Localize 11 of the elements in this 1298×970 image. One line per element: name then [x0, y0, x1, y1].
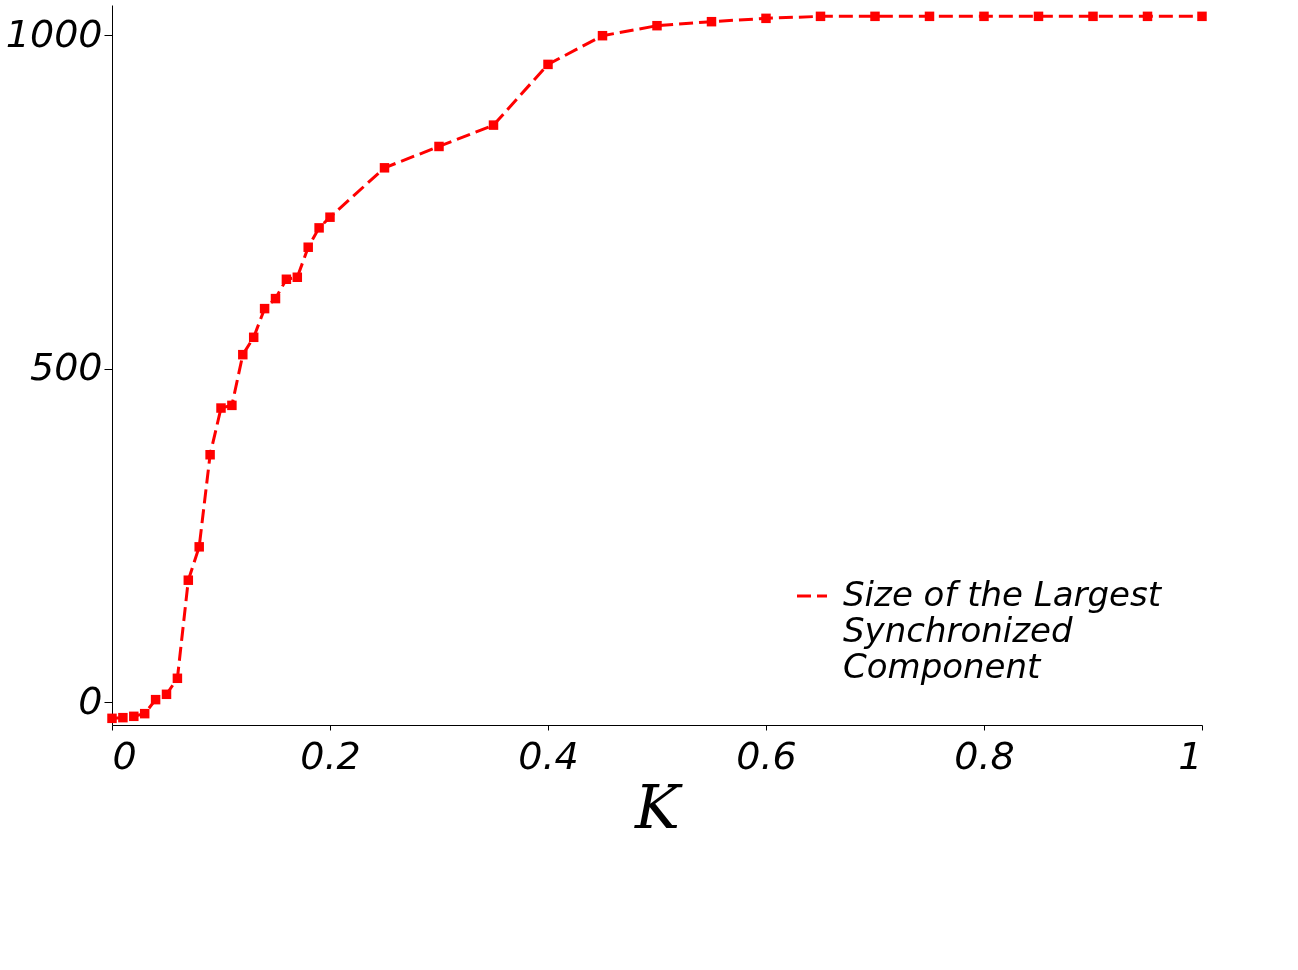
x-tick-label: 1: [1178, 733, 1203, 778]
x-tick-label: 0: [112, 733, 137, 778]
y-tick-label: 500: [29, 345, 103, 390]
x-tick-label: 0.8: [954, 733, 1015, 778]
x-tick-label: 0.2: [300, 733, 361, 778]
x-axis-title: K: [634, 771, 684, 842]
y-tick-label: 0: [78, 678, 103, 723]
legend-label: Size of the Largest Synchronized Component: [843, 574, 1163, 686]
x-tick-label: 0.6: [736, 733, 797, 778]
x-tick-label: 0.4: [518, 733, 579, 778]
y-tick-label: 1000: [5, 11, 103, 56]
